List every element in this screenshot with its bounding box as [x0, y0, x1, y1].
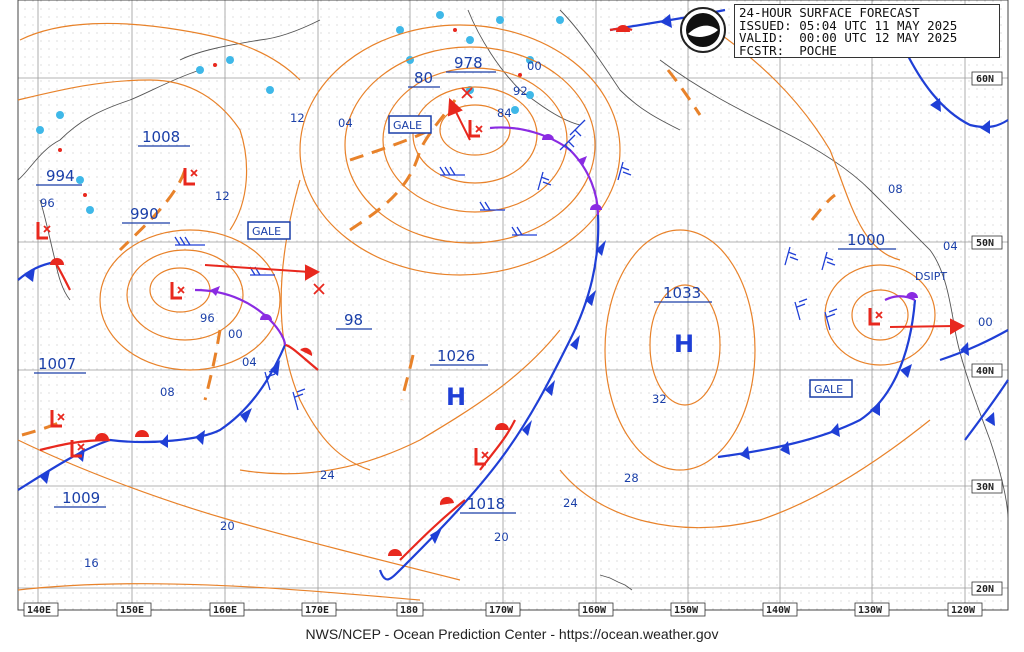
- gale-warnings: GALE GALE GALE DSIPT: [247, 115, 947, 398]
- lon-label-150e: 150E: [120, 605, 144, 616]
- pressure-1008: 1008: [142, 128, 180, 146]
- pressure-1009: 1009: [62, 489, 100, 507]
- lon-label-140w: 140W: [766, 605, 791, 616]
- dissipating-label: DSIPT: [915, 270, 947, 283]
- footer-credit: NWS/NCEP - Ocean Prediction Center - htt…: [305, 626, 719, 642]
- low-centers: [36, 120, 880, 466]
- lon-label-160e: 160E: [213, 605, 237, 616]
- lat-label-30n: 30N: [976, 482, 994, 493]
- lon-label-170w: 170W: [489, 605, 514, 616]
- lat-label-60n: 60N: [976, 74, 994, 85]
- lon-label-160w: 160W: [582, 605, 607, 616]
- isobar-label-32: 32: [652, 392, 667, 406]
- isobar-label-20b: 20: [494, 530, 509, 544]
- lat-label-50n: 50N: [976, 238, 994, 249]
- isobar-label-00c: 00: [978, 315, 993, 329]
- storm-track-arrows: [204, 97, 966, 335]
- isobar-label-00: 00: [527, 59, 542, 73]
- lon-label-140e: 140E: [27, 605, 51, 616]
- isobar-label-04c: 04: [943, 239, 958, 253]
- high-centers: H H: [446, 330, 694, 411]
- lat-label-40n: 40N: [976, 366, 994, 377]
- gale-label-1: GALE: [393, 119, 422, 132]
- pressure-990: 990: [130, 205, 159, 223]
- pressure-98: 98: [344, 311, 363, 329]
- isobar-label-04: 04: [338, 116, 353, 130]
- isobar-value-labels: 84 92 00 12 04 12 96 96 00 04 08 24 20 1…: [40, 59, 993, 570]
- wind-barbs: [174, 119, 838, 411]
- lat-label-20n: 20N: [976, 584, 994, 595]
- isobar-label-04b: 04: [242, 355, 257, 369]
- isobars: [17, 19, 936, 601]
- isobar-label-28: 28: [624, 471, 639, 485]
- isobar-label-20: 20: [220, 519, 235, 533]
- pressure-1018: 1018: [467, 495, 505, 513]
- cold-front-triangles: [25, 10, 995, 544]
- gale-label-3: GALE: [814, 383, 843, 396]
- isobar-label-12b: 12: [215, 189, 230, 203]
- pressure-80: 80: [414, 69, 433, 87]
- isobar-label-16: 16: [84, 556, 99, 570]
- header-title: 24-HOUR SURFACE FORECAST: [739, 5, 920, 20]
- pressure-1026: 1026: [437, 347, 475, 365]
- isobar-label-08: 08: [160, 385, 175, 399]
- latitude-labels: 60N 50N 40N 30N 20N: [971, 71, 1003, 596]
- isobar-label-24b: 24: [563, 496, 578, 510]
- central-pressures: 1008 994 990 1007 1009 98 1026 1018 1033…: [34, 54, 896, 514]
- isobar-label-00b: 00: [228, 327, 243, 341]
- occluded-front-symbols: [210, 134, 918, 320]
- lon-label-150w: 150W: [674, 605, 699, 616]
- coastlines: [17, 9, 1009, 591]
- gale-label-2: GALE: [252, 225, 281, 238]
- header-issued: ISSUED: 05:04 UTC 11 MAY 2025: [739, 17, 958, 33]
- pressure-994: 994: [46, 167, 75, 185]
- troughs: [21, 69, 836, 437]
- header-valid: VALID: 00:00 UTC 12 MAY 2025: [739, 30, 958, 46]
- high-symbol-1026: H: [446, 383, 466, 411]
- isobar-label-24: 24: [320, 468, 335, 482]
- forecast-header: 24-HOUR SURFACE FORECAST ISSUED: 05:04 U…: [734, 4, 1000, 58]
- lon-label-120w: 120W: [951, 605, 976, 616]
- pressure-978: 978: [454, 54, 483, 72]
- warm-front-semicircles: [50, 25, 630, 556]
- isobar-label-96b: 96: [200, 311, 215, 325]
- isobar-label-12: 12: [290, 111, 305, 125]
- isobar-label-08b: 08: [888, 182, 903, 196]
- isobar-label-92: 92: [513, 84, 528, 98]
- low-x-marks: [43, 87, 883, 459]
- lon-label-130w: 130W: [858, 605, 883, 616]
- lon-label-180: 180: [400, 605, 418, 616]
- pressure-1007: 1007: [38, 355, 76, 373]
- header-forecaster: FCSTR: POCHE: [739, 42, 837, 58]
- pressure-1000: 1000: [847, 231, 885, 249]
- lon-label-170e: 170E: [305, 605, 329, 616]
- pressure-1033: 1033: [663, 284, 701, 302]
- high-symbol-1033: H: [674, 330, 694, 358]
- cold-fronts: [17, 8, 1009, 581]
- noaa-logo: [680, 7, 726, 53]
- isobar-label-84: 84: [497, 106, 512, 120]
- longitude-labels: 140E 150E 160E 170E 180 170W 160W 150W 1…: [23, 602, 983, 617]
- isobar-label-96: 96: [40, 196, 55, 210]
